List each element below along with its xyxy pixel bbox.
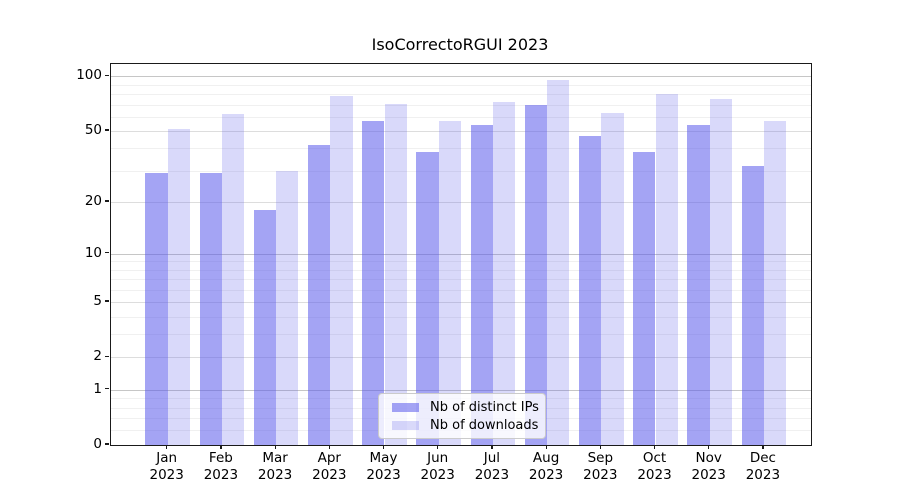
legend-entry-distinct-ips: Nb of distinct IPs	[387, 399, 539, 415]
y-tick-mark-20	[105, 200, 109, 202]
y-tick-label-50: 50	[84, 122, 102, 138]
bar-oct-distinct-ips	[633, 152, 656, 445]
bar-mar-distinct-ips	[253, 209, 277, 445]
gridline-y-20	[111, 201, 811, 203]
gridline-minor-y-60	[111, 116, 811, 118]
y-tick-mark-0	[105, 443, 109, 445]
x-tick-mark-apr	[328, 445, 330, 450]
y-tick-label-0: 0	[93, 436, 102, 452]
gridline-minor-y-7	[111, 278, 811, 280]
gridline-y-10	[111, 253, 811, 255]
y-axis: 0 1 2 5 10 20 50 100	[0, 63, 102, 452]
y-tick-mark-50	[105, 129, 109, 131]
y-tick-mark-2	[105, 355, 109, 357]
bar-oct-downloads	[655, 94, 678, 445]
y-tick-label-10: 10	[84, 244, 102, 261]
x-tick-mark-dec	[762, 445, 764, 450]
x-axis: Jan 2023 Feb 2023 Mar 2023 Apr 2023 May 2023…	[110, 445, 810, 497]
legend: Nb of distinct IPs Nb of downloads	[378, 393, 546, 439]
y-tick-mark-5	[105, 300, 109, 302]
gridline-minor-y-6	[111, 289, 811, 291]
gridline-y-50	[111, 131, 811, 132]
gridline-y-2	[111, 357, 811, 359]
x-tick-mark-mar	[274, 445, 276, 450]
y-tick-mark-1	[105, 388, 109, 390]
gridline-minor-y-4	[111, 316, 811, 318]
legend-label-downloads: Nb of downloads	[430, 417, 539, 433]
gridline-minor-y-70	[111, 104, 811, 106]
x-tick-mark-nov	[708, 445, 710, 450]
plot-area: Nb of distinct IPs Nb of downloads	[110, 63, 812, 446]
bar-dec-distinct-ips	[741, 165, 764, 445]
x-tick-mark-jan	[166, 445, 168, 450]
gridline-y-1	[111, 389, 811, 391]
gridline-minor-y-3	[111, 334, 811, 336]
x-tick-mark-oct	[653, 445, 656, 450]
bar-jun-downloads	[438, 120, 461, 445]
gridline-minor-y-30	[111, 170, 811, 172]
y-tick-label-5: 5	[93, 292, 102, 309]
bar-jul-downloads	[492, 102, 516, 445]
x-tick-mark-feb	[220, 445, 222, 450]
x-tick-mark-aug	[545, 445, 547, 450]
gridline-minor-y-80	[111, 94, 811, 95]
x-tick-label-jul: Jul 2023	[474, 450, 510, 483]
bar-sep-distinct-ips	[579, 135, 602, 445]
legend-swatch-distinct-ips	[392, 402, 419, 412]
bar-may-distinct-ips	[362, 120, 385, 445]
x-tick-mark-may	[382, 445, 385, 450]
bar-nov-distinct-ips	[687, 125, 710, 445]
gridline-minor-y-40	[111, 148, 811, 150]
bar-dec-downloads	[763, 120, 787, 445]
bar-jun-distinct-ips	[416, 152, 439, 445]
gridline-y-100	[111, 76, 811, 78]
x-tick-mark-sep	[599, 445, 601, 450]
x-tick-label-jun: Jun 2023	[420, 450, 455, 483]
legend-swatch-downloads	[392, 420, 419, 430]
bar-apr-downloads	[330, 96, 353, 445]
x-tick-mark-jul	[491, 445, 493, 450]
bar-aug-distinct-ips	[524, 104, 548, 445]
y-tick-label-2: 2	[93, 348, 102, 365]
bar-nov-downloads	[709, 99, 732, 445]
bar-feb-distinct-ips	[199, 173, 222, 445]
bar-jan-distinct-ips	[145, 173, 168, 445]
y-tick-mark-10	[105, 251, 109, 254]
legend-entry-downloads: Nb of downloads	[387, 417, 539, 433]
bar-jan-downloads	[167, 129, 190, 445]
bar-may-downloads	[384, 103, 407, 445]
bar-mar-downloads	[276, 170, 299, 445]
y-tick-label-20: 20	[84, 192, 102, 209]
bar-apr-distinct-ips	[308, 144, 331, 445]
chart-title: IsoCorrectoRGUI 2023	[371, 35, 549, 54]
y-tick-mark-100	[105, 74, 109, 77]
y-tick-label-100: 100	[76, 67, 102, 84]
x-tick-label-jan: Jan 2023	[149, 450, 184, 483]
gridline-minor-y-90	[111, 84, 811, 86]
x-tick-label-apr: Apr 2023	[312, 450, 347, 483]
legend-label-distinct-ips: Nb of distinct IPs	[430, 399, 539, 415]
gridline-minor-y-8	[111, 269, 811, 271]
x-tick-label-may: May 2023	[366, 450, 401, 483]
bar-sep-downloads	[601, 112, 624, 445]
x-tick-label-nov: Nov 2023	[691, 450, 726, 483]
x-tick-label-sep: Sep 2023	[583, 450, 618, 483]
x-tick-label-oct: Oct 2023	[637, 450, 672, 483]
y-tick-label-1: 1	[93, 380, 102, 397]
x-tick-label-feb: Feb 2023	[203, 450, 239, 483]
x-tick-mark-jun	[437, 445, 439, 450]
gridline-minor-y-9	[111, 261, 811, 263]
bar-feb-downloads	[221, 114, 245, 445]
x-tick-label-mar: Mar 2023	[257, 450, 293, 483]
x-tick-label-dec: Dec 2023	[745, 450, 781, 483]
bar-aug-downloads	[547, 79, 570, 445]
bar-jul-distinct-ips	[470, 125, 493, 445]
x-tick-label-aug: Aug 2023	[528, 450, 564, 483]
gridline-y-5	[111, 301, 811, 303]
